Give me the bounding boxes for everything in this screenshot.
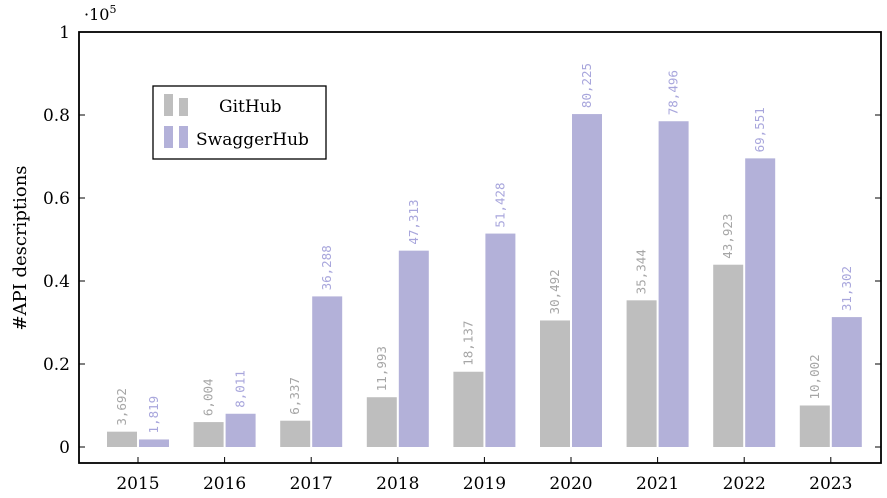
- y-axis-ticks: 0 0.2 0.4 0.6 0.8 1: [43, 23, 881, 458]
- data-label-github-2019: 18,137: [460, 321, 475, 366]
- x-tick-label-2017: 2017: [290, 474, 333, 494]
- y-tick-label: 0.6: [43, 189, 70, 209]
- data-labels-layer: 3,692 1,819 6,004 8,011 6,337 36,288 11,993 47,…: [114, 63, 854, 434]
- data-label-github-2018: 11,993: [374, 346, 389, 391]
- bar-swaggerhub-2017: [312, 296, 343, 447]
- bar-swaggerhub-2021: [658, 121, 689, 447]
- legend-swatch-swaggerhub-1: [164, 126, 173, 148]
- bar-swaggerhub-2016: [225, 413, 256, 447]
- bar-swaggerhub-2023: [831, 317, 862, 447]
- data-label-github-2022: 43,923: [720, 214, 735, 259]
- y-axis-multiplier: ·105: [84, 3, 116, 24]
- bars-layer: [107, 114, 862, 448]
- bar-github-2020: [540, 320, 570, 447]
- legend: GitHub SwaggerHub: [152, 85, 327, 160]
- bar-github-2015: [107, 431, 137, 447]
- legend-swatch-github-1: [164, 94, 173, 116]
- y-axis-multiplier-base: ·10: [84, 5, 109, 24]
- data-label-swaggerhub-2021: 78,496: [666, 70, 681, 115]
- data-label-github-2017: 6,337: [287, 377, 302, 415]
- legend-swatch-swaggerhub-2: [179, 126, 188, 148]
- y-axis-multiplier-exponent: 5: [109, 3, 116, 16]
- bar-github-2022: [713, 264, 744, 447]
- y-tick-label: 1: [59, 23, 70, 43]
- bar-swaggerhub-2015: [139, 439, 169, 447]
- bar-swaggerhub-2019: [485, 233, 516, 447]
- data-label-github-2021: 35,344: [634, 249, 649, 294]
- x-tick-label-2021: 2021: [636, 474, 679, 494]
- bar-github-2017: [280, 420, 311, 447]
- bar-swaggerhub-2022: [745, 158, 776, 448]
- y-tick-label: 0.2: [43, 355, 70, 375]
- data-label-github-2020: 30,492: [547, 269, 562, 314]
- x-tick-label-2018: 2018: [376, 474, 419, 494]
- data-label-swaggerhub-2017: 36,288: [319, 245, 334, 290]
- data-label-swaggerhub-2018: 47,313: [406, 199, 421, 244]
- bar-github-2016: [193, 422, 224, 447]
- data-label-swaggerhub-2016: 8,011: [233, 370, 248, 408]
- legend-label-swaggerhub: SwaggerHub: [196, 130, 309, 150]
- data-label-swaggerhub-2015: 1,819: [146, 396, 161, 434]
- y-tick-label: 0: [59, 438, 70, 458]
- bar-github-2023: [799, 405, 830, 447]
- bar-swaggerhub-2018: [398, 250, 429, 447]
- y-axis-title: #API descriptions: [10, 165, 31, 330]
- bar-github-2021: [626, 300, 657, 447]
- data-label-github-2023: 10,002: [807, 354, 822, 399]
- x-axis-ticks: 2015 2016 2017 2018 2019 2020 2021 2022 2023: [116, 457, 852, 494]
- x-tick-label-2023: 2023: [809, 474, 852, 494]
- data-label-swaggerhub-2019: 51,428: [492, 182, 507, 227]
- bar-github-2019: [453, 371, 484, 447]
- bar-github-2018: [366, 397, 397, 447]
- legend-swatch-github-2: [179, 98, 188, 116]
- data-label-swaggerhub-2023: 31,302: [839, 266, 854, 311]
- x-tick-label-2015: 2015: [116, 474, 159, 494]
- data-label-swaggerhub-2020: 80,225: [579, 63, 594, 108]
- data-label-github-2015: 3,692: [114, 388, 129, 426]
- y-tick-label: 0.8: [43, 106, 70, 126]
- x-tick-label-2016: 2016: [203, 474, 246, 494]
- bar-swaggerhub-2020: [572, 114, 602, 447]
- legend-label-github: GitHub: [219, 97, 282, 117]
- y-tick-label: 0.4: [43, 272, 70, 292]
- x-tick-label-2022: 2022: [723, 474, 766, 494]
- plot-frame: [78, 31, 882, 464]
- data-label-github-2016: 6,004: [201, 378, 216, 416]
- x-tick-label-2019: 2019: [463, 474, 506, 494]
- data-label-swaggerhub-2022: 69,551: [752, 107, 767, 152]
- x-tick-label-2020: 2020: [549, 474, 592, 494]
